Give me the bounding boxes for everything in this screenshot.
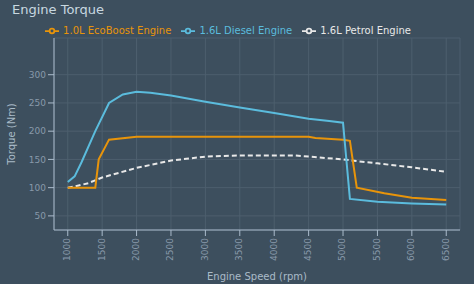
svg-text:6500: 6500: [441, 238, 451, 261]
svg-text:50: 50: [35, 211, 47, 221]
svg-text:150: 150: [29, 155, 46, 165]
html-text:1.6L Diesel Engine: 1.6L Diesel Engine: [199, 25, 293, 36]
svg-text:Torque (Nm): Torque (Nm): [8, 103, 17, 166]
svg-text:2000: 2000: [131, 238, 141, 261]
svg-text:4500: 4500: [303, 238, 313, 261]
html-text:1.0L EcoBoost Engine: 1.0L EcoBoost Engine: [63, 25, 172, 36]
svg-text:Engine Speed (rpm): Engine Speed (rpm): [207, 271, 307, 282]
svg-text:1500: 1500: [97, 238, 107, 261]
svg-text:5000: 5000: [337, 238, 347, 261]
svg-text:100: 100: [29, 183, 46, 193]
svg-text:5500: 5500: [372, 238, 382, 261]
svg-text:1000: 1000: [62, 238, 72, 261]
svg-text:3000: 3000: [200, 238, 210, 261]
svg-text:250: 250: [29, 98, 46, 108]
svg-text:2500: 2500: [165, 238, 175, 261]
svg-text:300: 300: [29, 70, 46, 80]
svg-text:200: 200: [29, 126, 46, 136]
html-text:1.6L Petrol Engine: 1.6L Petrol Engine: [320, 25, 411, 36]
svg-text:4000: 4000: [269, 238, 279, 261]
svg-text:6000: 6000: [406, 238, 416, 261]
html-text:Engine Torque: Engine Torque: [12, 2, 104, 17]
svg-text:3500: 3500: [234, 238, 244, 261]
